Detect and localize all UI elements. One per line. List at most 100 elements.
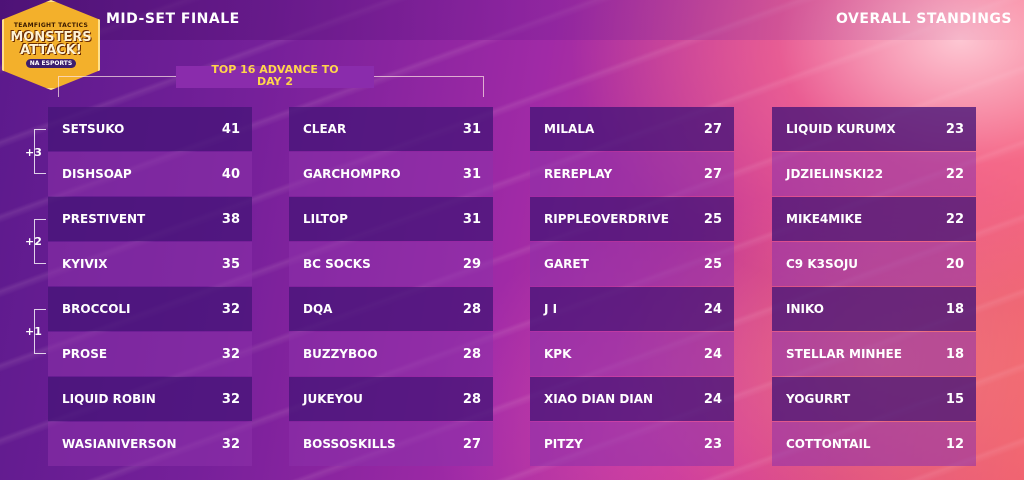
standings-column-3: MILALA 27 REREPLAY 27 RIPPLEOVERDRIVE 25 GA… [530,107,734,467]
player-score: 23 [945,121,964,137]
tiebreak-bracket-2 [34,219,46,264]
player-name: LIQUID ROBIN [62,392,156,406]
standings-row: SETSUKO 41 [48,107,252,151]
player-score: 23 [703,436,722,452]
player-name: BROCCOLI [62,302,131,316]
player-score: 22 [945,166,964,182]
standings-row: BROCCOLI 32 [48,287,252,331]
player-name: MIKE4MIKE [786,212,863,226]
player-name: PROSE [62,347,108,361]
player-name: DISHSOAP [62,167,132,181]
player-score: 31 [462,121,481,137]
standings-column-4: LIQUID KURUMX 23 JDZIELINSKI22 22 MIKE4MIK… [772,107,976,467]
player-score: 27 [703,121,722,137]
player-score: 41 [221,121,240,137]
advance-label-line2: DAY 2 [256,75,294,88]
logo-title-line1: MONSTERS [10,30,92,45]
standings-row: BC SOCKS 29 [289,242,493,286]
player-name: MILALA [544,122,595,136]
player-name: COTTONTAIL [786,437,871,451]
player-score: 25 [703,211,722,227]
standings-row: PRESTIVENT 38 [48,197,252,241]
standings-row: JUKEYOU 28 [289,377,493,421]
standings-row: PITZY 23 [530,422,734,466]
player-score: 24 [703,301,722,317]
player-name: PITZY [544,437,583,451]
advance-label-bg [176,66,374,88]
tiebreak-label-1: +3 [25,146,42,159]
player-name: REREPLAY [544,167,613,181]
player-name: JDZIELINSKI22 [786,167,884,181]
player-name: BOSSOSKILLS [303,437,396,451]
standings-row: KPK 24 [530,332,734,376]
standings-row: JDZIELINSKI22 22 [772,152,976,196]
player-score: 12 [945,436,964,452]
standings-row: YOGURRT 15 [772,377,976,421]
player-name: STELLAR MINHEE [786,347,902,361]
player-score: 32 [221,391,240,407]
player-name: LIQUID KURUMX [786,122,896,136]
player-score: 27 [703,166,722,182]
player-name: BC SOCKS [303,257,371,271]
tiebreak-label-2: +2 [25,235,42,248]
player-name: WASIANIVERSON [62,437,177,451]
standings-row: MILALA 27 [530,107,734,151]
standings-row: PROSE 32 [48,332,252,376]
standings-row: DISHSOAP 40 [48,152,252,196]
logo-subtitle: TEAMFIGHT TACTICS [13,22,89,29]
player-score: 28 [462,391,481,407]
standings-row: LIQUID ROBIN 32 [48,377,252,421]
player-score: 38 [221,211,240,227]
player-score: 24 [703,391,722,407]
advance-label: TOP 16 ADVANCE TO DAY 2 [180,64,370,88]
logo-title: MONSTERS ATTACK! [10,31,91,57]
player-name: CLEAR [303,122,347,136]
standings-row: RIPPLEOVERDRIVE 25 [530,197,734,241]
player-name: GARCHOMPRO [303,167,401,181]
player-name: XIAO DIAN DIAN [544,392,654,406]
player-name: J I [544,302,558,316]
event-logo: TEAMFIGHT TACTICS MONSTERS ATTACK! NA ES… [2,0,100,90]
player-name: YOGURRT [786,392,851,406]
standings-row: XIAO DIAN DIAN 24 [530,377,734,421]
player-name: RIPPLEOVERDRIVE [544,212,669,226]
player-name: BUZZYBOO [303,347,378,361]
standings-row: STELLAR MINHEE 18 [772,332,976,376]
player-score: 24 [703,346,722,362]
player-name: PRESTIVENT [62,212,146,226]
player-score: 22 [945,211,964,227]
standings-row: DQA 28 [289,287,493,331]
player-score: 32 [221,301,240,317]
standings-title: OVERALL STANDINGS [836,11,1012,27]
player-name: JUKEYOU [303,392,363,406]
standings-row: LIQUID KURUMX 23 [772,107,976,151]
standings-row: CLEAR 31 [289,107,493,151]
standings-row: KYIVIX 35 [48,242,252,286]
player-score: 20 [945,256,964,272]
player-score: 40 [221,166,240,182]
player-score: 15 [945,391,964,407]
player-score: 29 [462,256,481,272]
standings-row: WASIANIVERSON 32 [48,422,252,466]
player-score: 32 [221,436,240,452]
player-score: 28 [462,301,481,317]
tiebreak-bracket-1 [34,129,46,174]
standings-row: BOSSOSKILLS 27 [289,422,493,466]
player-score: 18 [945,301,964,317]
player-score: 31 [462,166,481,182]
standings-row: C9 K3SOJU 20 [772,242,976,286]
player-name: KYIVIX [62,257,108,271]
player-name: KPK [544,347,572,361]
logo-tag: NA ESPORTS [25,59,77,68]
standings-row: REREPLAY 27 [530,152,734,196]
player-name: DQA [303,302,333,316]
player-score: 25 [703,256,722,272]
player-score: 27 [462,436,481,452]
tiebreak-label-3: +1 [25,325,42,338]
player-score: 18 [945,346,964,362]
standings-column-1: SETSUKO 41 DISHSOAP 40 PRESTIVENT 38 KYIVIX… [48,107,252,467]
standings-column-2: CLEAR 31 GARCHOMPRO 31 LILTOP 31 BC SOCKS 29… [289,107,493,467]
standings-row: LILTOP 31 [289,197,493,241]
standings-row: J I 24 [530,287,734,331]
event-title: MID-SET FINALE [106,11,240,27]
